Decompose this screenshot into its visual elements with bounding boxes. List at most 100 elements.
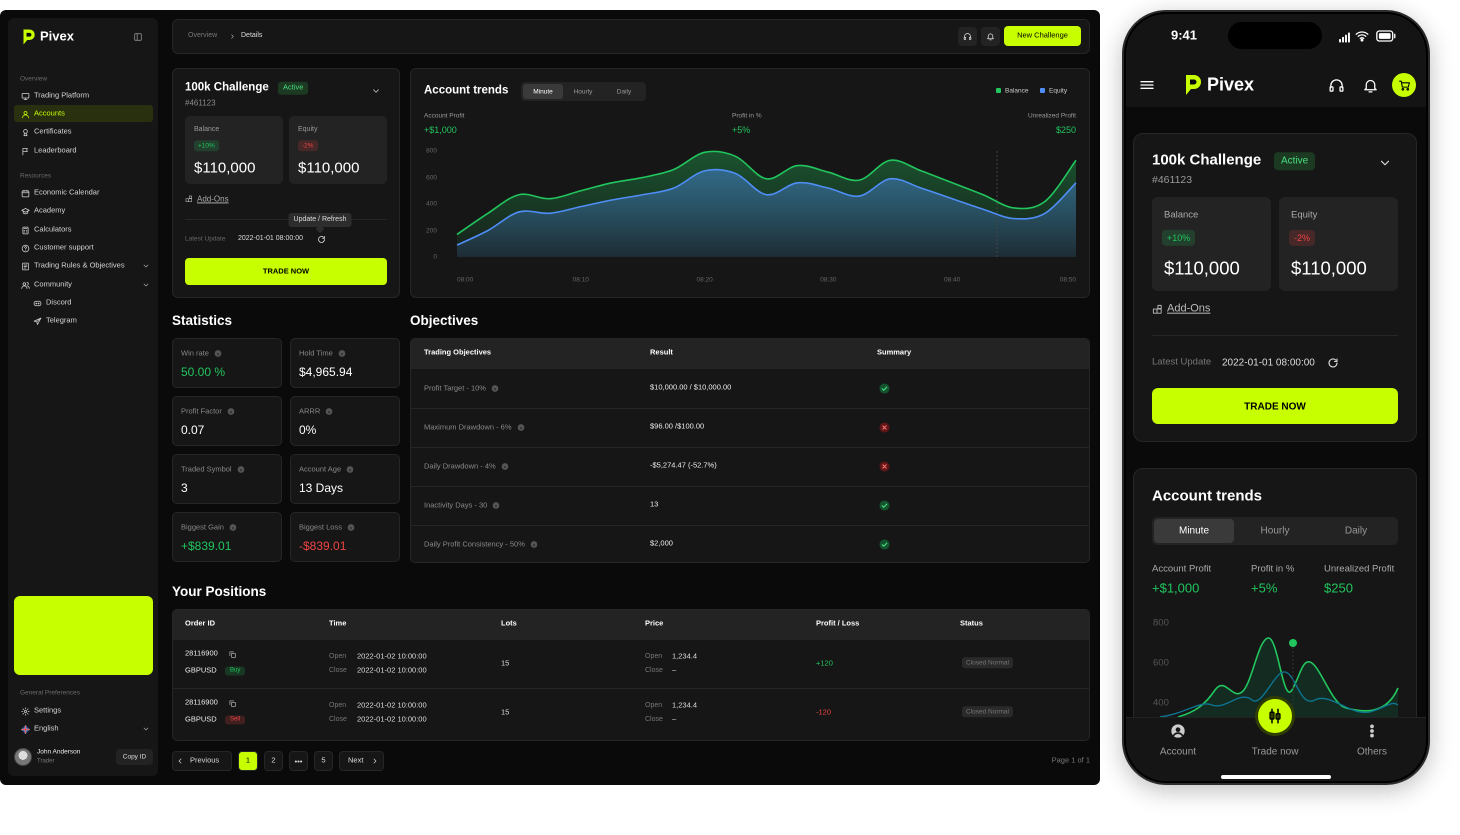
nav-item[interactable]: Settings (34, 705, 62, 715)
page-button[interactable] (264, 751, 283, 771)
icon-part (881, 503, 887, 508)
icon-part (964, 33, 971, 38)
stat-value: 13 Days (299, 481, 344, 496)
icon-part (969, 36, 972, 40)
tab[interactable]: Hourly (573, 87, 593, 95)
next-label[interactable]: Next (348, 755, 364, 765)
support-icon[interactable] (1328, 77, 1345, 94)
balance-label: Balance (1164, 209, 1199, 221)
account-icon[interactable] (1170, 723, 1186, 739)
refresh-icon[interactable] (317, 235, 326, 244)
notify-button[interactable] (981, 27, 1000, 46)
metric-label: Unrealized Profit (1027, 112, 1076, 120)
collapse-icon[interactable] (1378, 156, 1392, 170)
refresh-icon[interactable] (1327, 357, 1339, 369)
nav-item[interactable]: Calculators (34, 224, 72, 234)
nav-item[interactable]: English (34, 723, 59, 733)
battery-icon (1376, 26, 1396, 46)
nav-icon (20, 207, 30, 216)
new-challenge-label[interactable]: New Challenge (1017, 30, 1068, 40)
x-tick-label: 08:40 (944, 276, 961, 284)
icon-part (1333, 358, 1338, 363)
nav-label[interactable]: Trade now (1251, 746, 1299, 758)
copy-id-button[interactable] (116, 749, 153, 765)
open-price: 1,234.4 (672, 700, 698, 710)
tab[interactable]: Hourly (1260, 525, 1290, 537)
trade-now-label[interactable]: TRADE NOW (1244, 400, 1306, 412)
label-text: Win rate (181, 348, 209, 358)
nav-item[interactable]: Leaderboard (34, 145, 77, 155)
copy-icon[interactable] (228, 650, 237, 659)
menu-icon[interactable] (1139, 77, 1155, 93)
previous-label[interactable]: Previous (190, 755, 220, 765)
nav-item[interactable]: Economic Calendar (34, 187, 100, 197)
copy-id-label[interactable]: Copy ID (122, 753, 147, 761)
icon (963, 32, 972, 41)
trends-title: Account trends (1152, 487, 1263, 505)
brand: Pivex (1207, 74, 1255, 95)
page-number[interactable]: 5 (321, 755, 326, 765)
metric-value: +$1,000 (424, 124, 457, 135)
nav-item[interactable]: Accounts (34, 108, 65, 118)
nav-label[interactable]: Others (1356, 746, 1388, 758)
nav-item[interactable]: Discord (46, 297, 72, 307)
trade-now-fab[interactable] (1255, 696, 1295, 736)
trade-now-button[interactable] (1152, 388, 1398, 424)
nav-item[interactable]: Academy (34, 205, 66, 215)
next-button[interactable] (339, 751, 384, 771)
column-header: Order ID (185, 618, 216, 628)
nav-item[interactable]: Trading Platform (34, 90, 90, 100)
icon-part (1355, 31, 1369, 42)
symbol: GBPUSD (185, 714, 217, 724)
breadcrumb[interactable]: Overview (188, 31, 218, 39)
nav-item[interactable]: Customer support (34, 242, 94, 252)
nav-item[interactable]: Telegram (46, 315, 77, 325)
others-icon[interactable] (1364, 723, 1380, 739)
bell-icon[interactable] (1362, 77, 1379, 94)
previous-button[interactable] (172, 751, 232, 771)
nav-item[interactable]: Trading Rules & Objectives (34, 260, 125, 270)
tab[interactable]: Minute (1178, 525, 1210, 537)
trade-now-button[interactable] (185, 258, 387, 285)
addons-link[interactable]: Add-Ons (197, 194, 229, 204)
label-text: Profit Factor (181, 406, 222, 416)
icon-part (22, 226, 28, 234)
icon-part (229, 700, 234, 705)
icon-part (23, 132, 27, 136)
page-button[interactable] (238, 751, 258, 771)
open-time: 2022-01-02 10:00:00 (357, 700, 427, 710)
metric-label: Account Profit (424, 112, 465, 120)
icon-part (26, 281, 30, 289)
page-button[interactable] (314, 751, 333, 771)
lots: 15 (501, 707, 510, 717)
page-number[interactable]: 1 (245, 755, 251, 765)
label-text: Inactivity Days - 30 (424, 500, 488, 510)
stat-value: 3 (181, 481, 188, 496)
equity-box (1279, 197, 1398, 291)
nav-label[interactable]: Account (1159, 746, 1197, 758)
copy-icon[interactable] (228, 699, 237, 708)
trade-now-label[interactable]: TRADE NOW (262, 266, 310, 276)
tab[interactable]: Daily (1344, 525, 1368, 537)
icon-part (178, 758, 182, 764)
icon-part (21, 262, 29, 270)
nav-item[interactable]: Community (34, 279, 72, 289)
tab[interactable]: Minute (533, 87, 553, 95)
icon-part (491, 384, 499, 392)
info-icon (492, 501, 500, 509)
tab-active[interactable] (1154, 519, 1234, 543)
tab[interactable]: Daily (616, 87, 632, 95)
support-button[interactable] (958, 27, 977, 46)
icon (986, 32, 995, 41)
collapse-icon[interactable] (371, 86, 381, 96)
cart-button[interactable] (1392, 73, 1416, 97)
addons-link[interactable]: Add-Ons (1167, 302, 1211, 315)
tab-active[interactable] (523, 84, 563, 99)
new-challenge-button[interactable] (1004, 26, 1081, 46)
icon-part (1376, 30, 1394, 42)
status-time: 9:41 (1170, 27, 1198, 43)
nav-item[interactable]: Certificates (34, 126, 72, 136)
icon-part (878, 538, 890, 550)
nav-active[interactable] (14, 105, 153, 122)
page-number[interactable]: 2 (271, 755, 276, 765)
